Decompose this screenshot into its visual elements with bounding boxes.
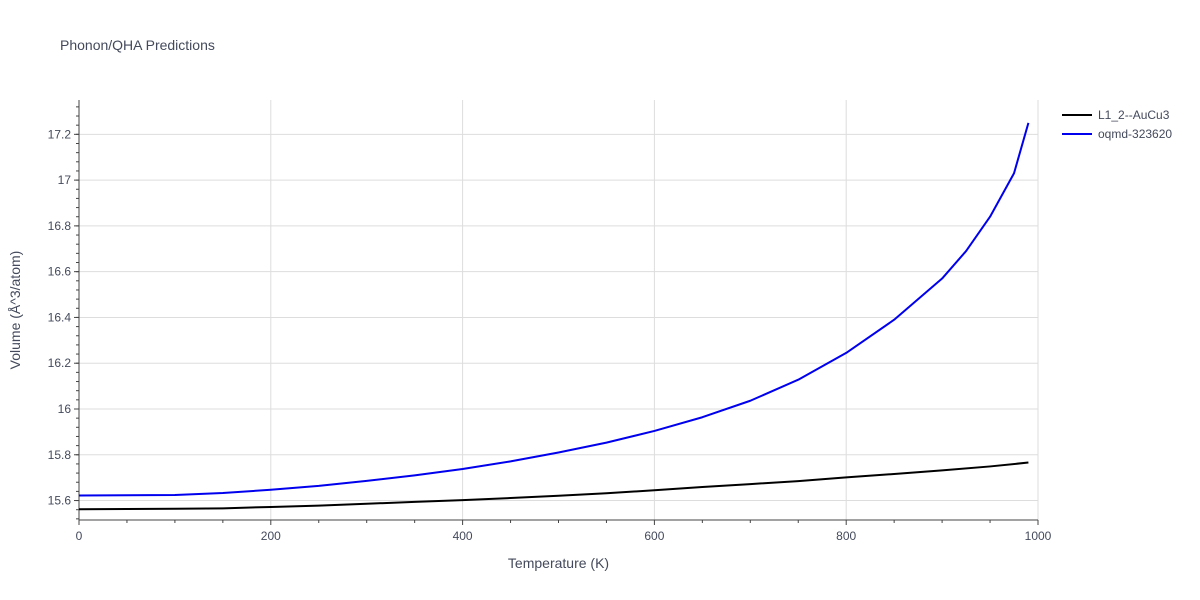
- x-tick-label: 800: [836, 529, 856, 543]
- legend-label: oqmd-323620: [1098, 127, 1172, 141]
- series-line-1[interactable]: [78, 461, 1029, 511]
- y-tick-label: 16.6: [48, 265, 72, 279]
- y-tick-label: 16.4: [48, 310, 72, 324]
- chart-title: Phonon/QHA Predictions: [60, 37, 215, 53]
- series-line-2[interactable]: [78, 122, 1030, 497]
- legend-item-2[interactable]: oqmd-323620: [1062, 127, 1172, 141]
- x-axis-title: Temperature (K): [508, 555, 609, 571]
- x-ticks: 0 200 400 600 800 1000: [76, 520, 1052, 543]
- y-ticks: 15.6 15.8 16 16.2 16.4 16.6 16.8 17 17.2: [48, 106, 79, 520]
- legend-label: L1_2--AuCu3: [1098, 108, 1170, 122]
- y-tick-label: 16: [58, 402, 72, 416]
- y-tick-label: 17.2: [48, 127, 72, 141]
- legend[interactable]: L1_2--AuCu3 oqmd-323620: [1062, 108, 1172, 141]
- series-group: [78, 122, 1030, 511]
- grid: [79, 100, 1039, 520]
- legend-item-1[interactable]: L1_2--AuCu3: [1062, 108, 1170, 122]
- y-tick-label: 16.8: [48, 219, 72, 233]
- x-tick-label: 200: [261, 529, 281, 543]
- x-tick-label: 1000: [1025, 529, 1052, 543]
- y-axis-title: Volume (Å^3/atom): [7, 251, 23, 370]
- y-tick-label: 16.2: [48, 356, 72, 370]
- y-tick-label: 17: [58, 173, 72, 187]
- x-tick-label: 600: [644, 529, 664, 543]
- y-tick-label: 15.8: [48, 448, 72, 462]
- x-tick-label: 400: [453, 529, 473, 543]
- x-tick-label: 0: [76, 529, 83, 543]
- axes: [78, 100, 1038, 521]
- y-tick-label: 15.6: [48, 494, 72, 508]
